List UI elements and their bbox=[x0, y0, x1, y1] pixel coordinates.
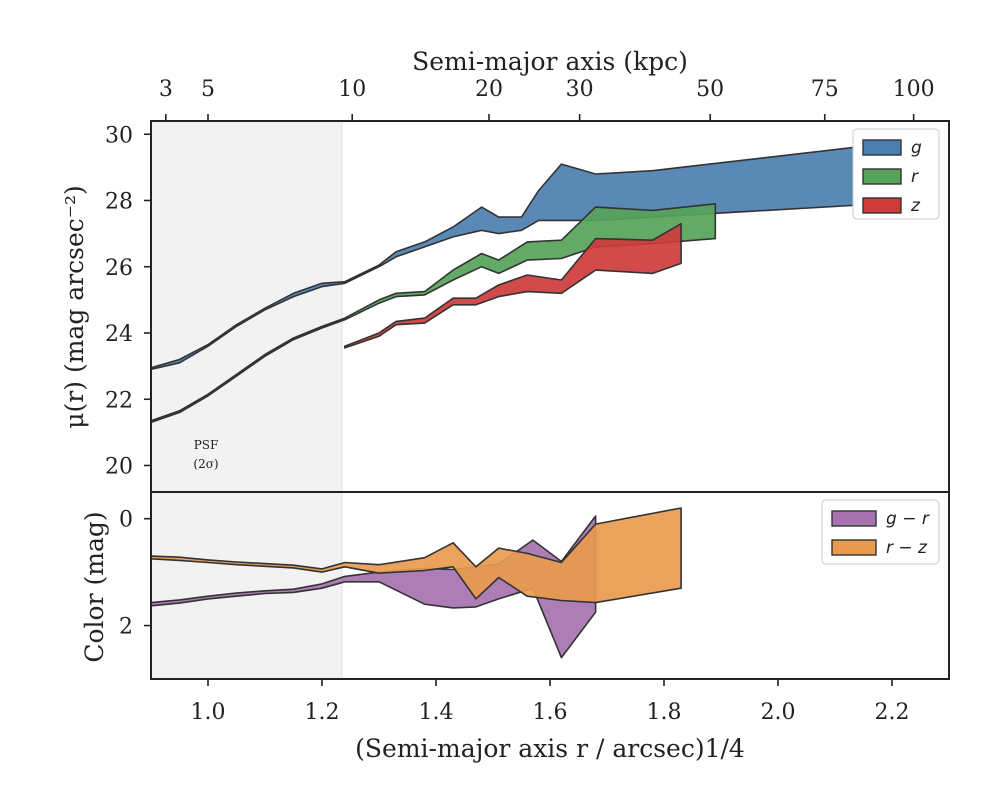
axes-layer: 1.0 1.2 1.4 1.6 1.8 2.0 2.23 5 10 20 30 50 75 1002022… bbox=[105, 77, 950, 725]
x-tick-label: 1.0 bbox=[191, 700, 226, 725]
lower-legend-label: r − z bbox=[886, 538, 928, 558]
data-layer bbox=[150, 136, 939, 659]
top-tick-label: 20 bbox=[475, 77, 503, 102]
upper-ylabel: μ(r) (mag arcsec⁻²) bbox=[60, 185, 89, 428]
z-band-area bbox=[344, 222, 682, 349]
upper-legend-label: z bbox=[910, 196, 921, 216]
lower-legend-swatch bbox=[831, 510, 877, 527]
top-tick-label: 3 bbox=[159, 77, 173, 102]
r-minus-z-color-area bbox=[150, 507, 682, 604]
lower-y-tick-label: 0 bbox=[119, 508, 133, 533]
upper-legend-label: r bbox=[911, 167, 919, 187]
upper-y-tick-label: 30 bbox=[105, 123, 133, 148]
psf-label-line1: PSF bbox=[194, 438, 219, 452]
x-tick-label: 2.2 bbox=[875, 700, 910, 725]
upper-legend-swatch bbox=[862, 197, 902, 214]
g-minus-r-color-area bbox=[150, 515, 597, 659]
top-tick-label: 100 bbox=[893, 77, 935, 102]
legend-layer: grz g − r r − z bbox=[821, 128, 940, 565]
upper-legend-swatch bbox=[862, 168, 902, 185]
upper-y-tick-label: 24 bbox=[105, 322, 133, 347]
x-tick-label: 1.6 bbox=[533, 700, 568, 725]
lower-legend-label: g − r bbox=[886, 509, 930, 529]
top-tick-label: 30 bbox=[566, 77, 594, 102]
lower-y-tick-label: 2 bbox=[119, 615, 133, 640]
top-tick-label: 10 bbox=[338, 77, 366, 102]
lower-ylabel: Color (mag) bbox=[80, 511, 109, 662]
top-tick-label: 5 bbox=[201, 77, 215, 102]
x-tick-label: 1.4 bbox=[419, 700, 454, 725]
top-tick-label: 50 bbox=[696, 77, 724, 102]
upper-legend-label: g bbox=[911, 138, 922, 158]
upper-y-tick-label: 20 bbox=[105, 455, 133, 480]
psf-label-line2: (2σ) bbox=[193, 457, 218, 471]
lower-legend-swatch bbox=[831, 539, 877, 556]
upper-legend-swatch bbox=[862, 139, 902, 156]
upper-y-tick-label: 28 bbox=[105, 190, 133, 215]
upper-y-tick-label: 26 bbox=[105, 256, 133, 281]
x-tick-label: 1.2 bbox=[305, 700, 340, 725]
text-layer: Semi-major axis (kpc) μ(r) (mag arcsec⁻²… bbox=[60, 47, 745, 763]
x-axis-label: (Semi-major axis r / arcsec)1/4 bbox=[355, 734, 745, 763]
x-tick-label: 2.0 bbox=[761, 700, 796, 725]
r-band-area bbox=[150, 203, 717, 424]
top-axis-label: Semi-major axis (kpc) bbox=[412, 47, 688, 76]
top-tick-label: 75 bbox=[811, 77, 839, 102]
x-tick-label: 1.8 bbox=[647, 700, 682, 725]
upper-y-tick-label: 22 bbox=[105, 388, 133, 413]
